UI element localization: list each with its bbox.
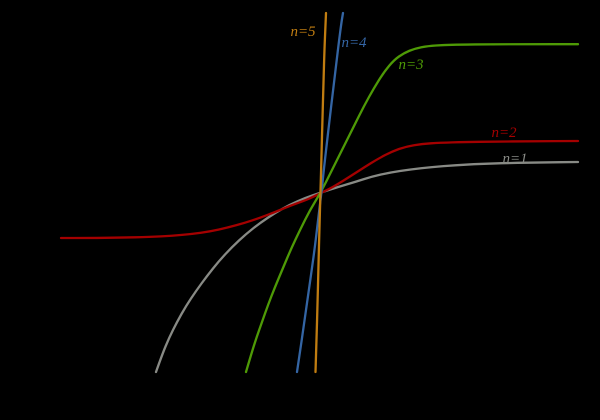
- curve-labels-group: n=1 n=2 n=3 n=4 n=5: [290, 24, 527, 167]
- curve-label-n5: n=5: [290, 24, 316, 40]
- curve-label-n1: n=1: [502, 151, 527, 167]
- curve-label-n4: n=4: [341, 35, 367, 51]
- curves-group: [59, 11, 580, 374]
- curve-n2: [59, 139, 580, 240]
- curve-n1: [154, 160, 580, 374]
- curve-n3: [244, 43, 580, 374]
- curve-n5: [314, 11, 328, 374]
- curve-label-n3: n=3: [398, 57, 423, 73]
- curve-label-n2: n=2: [491, 125, 517, 141]
